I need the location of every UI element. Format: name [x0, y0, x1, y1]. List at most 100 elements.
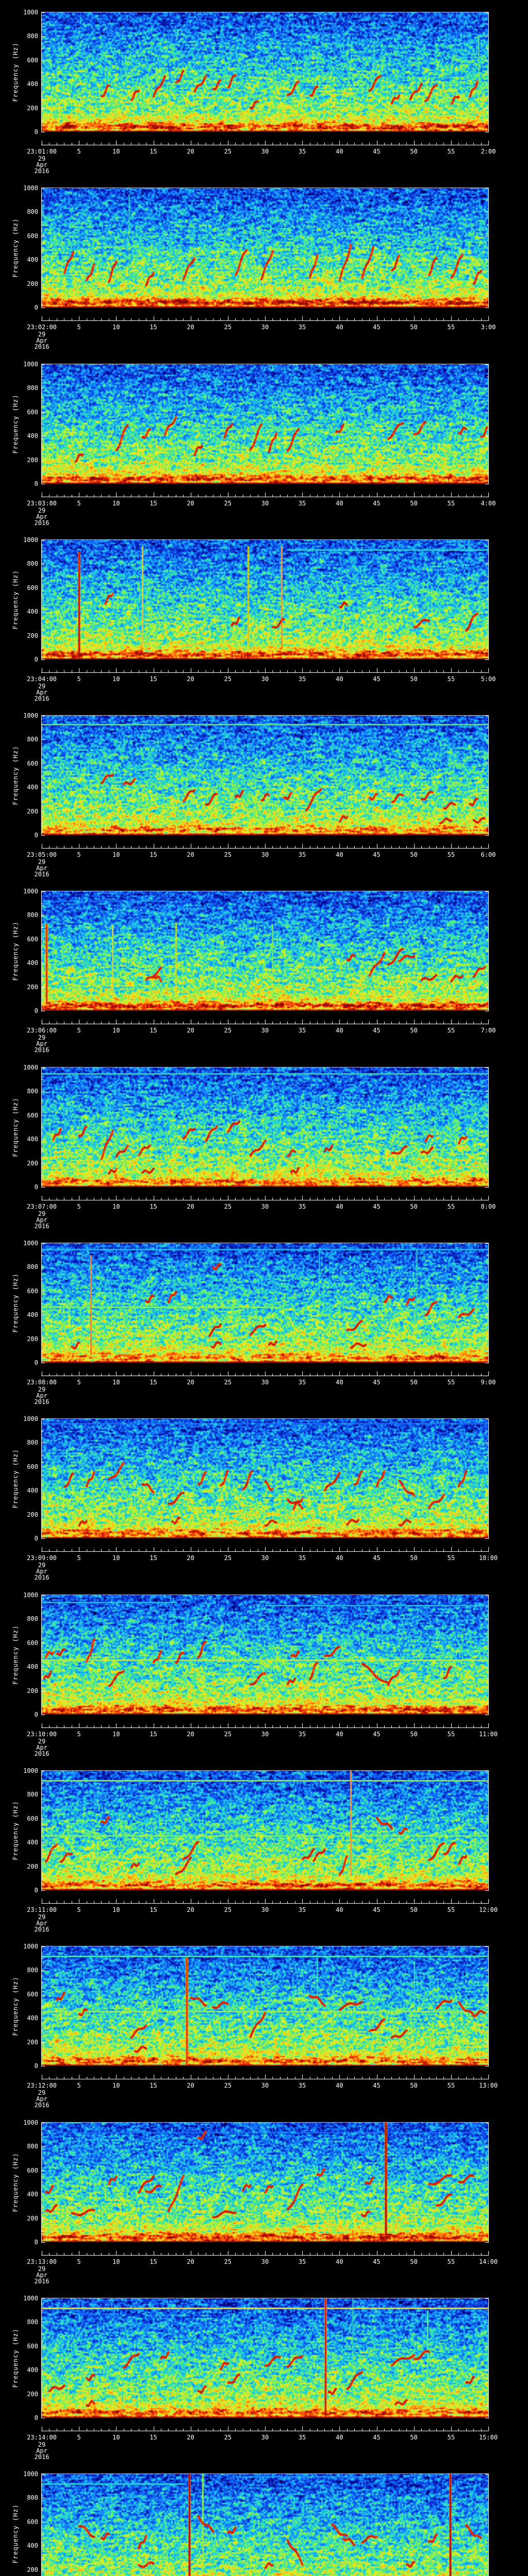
x-major-tick	[488, 1196, 489, 1200]
x-tick-label: 5	[77, 1203, 81, 1210]
x-tick-label: 5	[77, 324, 81, 331]
x-axis-start-time-label: 23:01:00	[27, 148, 57, 155]
spectrogram-image	[42, 540, 488, 659]
x-minor-tick	[287, 2429, 288, 2431]
y-axis-title: Frequency (Hz)	[12, 745, 19, 805]
x-minor-tick	[481, 1549, 482, 1551]
x-major-tick	[414, 1020, 415, 1024]
x-axis-date-line: 29	[38, 2441, 46, 2448]
x-minor-tick	[399, 318, 400, 320]
y-tick-label: 400	[27, 1839, 38, 1846]
y-minor-tick-right	[487, 2557, 488, 2558]
x-axis-start-time-label: 23:11:00	[27, 1906, 57, 1913]
x-tick-label: 30	[261, 2082, 269, 2089]
x-minor-tick	[443, 670, 444, 672]
y-tick-label: 600	[27, 1287, 38, 1295]
y-axis-left-spine	[41, 2298, 42, 2418]
x-minor-tick	[429, 1198, 430, 1200]
x-minor-tick	[481, 1725, 482, 1727]
x-major-tick	[265, 2427, 266, 2431]
x-axis-start-time-label: 23:12:00	[27, 2082, 57, 2089]
x-minor-tick	[250, 670, 251, 672]
x-tick-label: 35	[298, 1203, 306, 1210]
x-minor-tick	[354, 143, 355, 145]
y-tick-label: 1000	[23, 1240, 38, 1247]
y-major-tick-right	[485, 2194, 488, 2195]
x-minor-tick	[481, 143, 482, 145]
y-minor-tick-left	[42, 120, 43, 121]
x-major-tick	[339, 1547, 340, 1551]
x-minor-tick	[287, 1374, 288, 1376]
x-minor-tick	[406, 2253, 407, 2255]
x-minor-tick	[49, 1198, 50, 1200]
y-major-tick-left	[42, 659, 45, 660]
spectrogram-image	[42, 716, 488, 835]
x-major-tick	[116, 1196, 117, 1200]
x-minor-tick	[168, 2429, 169, 2431]
x-tick-label: 5	[77, 1906, 81, 1913]
x-tick-label: 5	[77, 500, 81, 507]
y-major-tick-right	[485, 987, 488, 988]
x-minor-tick	[250, 143, 251, 145]
x-minor-tick	[473, 1901, 474, 1903]
x-tick-label: 35	[298, 500, 306, 507]
plot-top-spine	[41, 2473, 489, 2474]
y-minor-tick-left	[42, 424, 43, 425]
y-minor-tick-right	[487, 903, 488, 904]
x-tick-label: 5	[77, 675, 81, 683]
x-tick-label: 10	[112, 2082, 120, 2089]
x-minor-tick	[183, 1901, 184, 1903]
x-tick-label: 15	[150, 324, 157, 331]
x-minor-tick	[183, 2429, 184, 2431]
x-minor-tick	[429, 1022, 430, 1024]
x-tick-label: 55	[447, 1203, 455, 1210]
x-tick-label: 20	[187, 500, 194, 507]
y-major-tick-left	[42, 1187, 45, 1188]
y-minor-tick-left	[42, 2334, 43, 2335]
x-tick-label: 10	[112, 500, 120, 507]
x-minor-tick	[458, 2077, 459, 2079]
x-tick-label: 55	[447, 500, 455, 507]
x-minor-tick	[49, 1725, 50, 1727]
x-major-tick	[488, 1020, 489, 1024]
x-minor-tick	[481, 1022, 482, 1024]
x-minor-tick	[421, 2429, 422, 2431]
x-minor-tick	[250, 318, 251, 320]
y-axis-right-spine	[488, 12, 489, 132]
x-minor-tick	[406, 1725, 407, 1727]
x-minor-tick	[473, 2429, 474, 2431]
x-minor-tick	[429, 846, 430, 848]
y-minor-tick-left	[42, 927, 43, 928]
y-axis-title: Frequency (Hz)	[12, 1273, 19, 1333]
y-major-tick-left	[42, 1946, 45, 1947]
x-axis-start-time-label: 23:13:00	[27, 2258, 57, 2265]
y-major-tick-left	[42, 739, 45, 740]
y-minor-tick-right	[487, 1255, 488, 1256]
y-minor-tick-left	[42, 1079, 43, 1080]
x-minor-tick	[324, 1725, 325, 1727]
y-major-tick-right	[485, 1091, 488, 1092]
x-minor-tick	[183, 1549, 184, 1551]
x-major-tick	[339, 316, 340, 320]
x-minor-tick	[473, 1549, 474, 1551]
x-minor-tick	[369, 318, 370, 320]
y-major-tick-left	[42, 2394, 45, 2395]
y-axis-right-spine	[488, 1067, 489, 1188]
x-tick-label: 25	[224, 1203, 232, 1210]
x-minor-tick	[168, 2253, 169, 2255]
x-minor-tick	[436, 1901, 437, 1903]
spectrogram-panel-230500: Frequency (Hz) 0 200 400 600 800 1000 23:05:00…	[0, 703, 528, 879]
x-tick-label: 50	[410, 1731, 418, 1738]
x-major-tick	[265, 1547, 266, 1551]
x-tick-label: 15	[150, 2082, 157, 2089]
x-minor-tick	[347, 143, 348, 145]
x-tick-label: 35	[298, 2434, 306, 2441]
x-tick-label: 50	[410, 1027, 418, 1034]
x-axis-date-line: Apr	[36, 865, 47, 872]
x-major-tick	[488, 1547, 489, 1551]
x-tick-label: 45	[373, 851, 381, 858]
x-minor-tick	[198, 1374, 199, 1376]
x-minor-tick	[168, 1549, 169, 1551]
x-minor-tick	[183, 495, 184, 497]
